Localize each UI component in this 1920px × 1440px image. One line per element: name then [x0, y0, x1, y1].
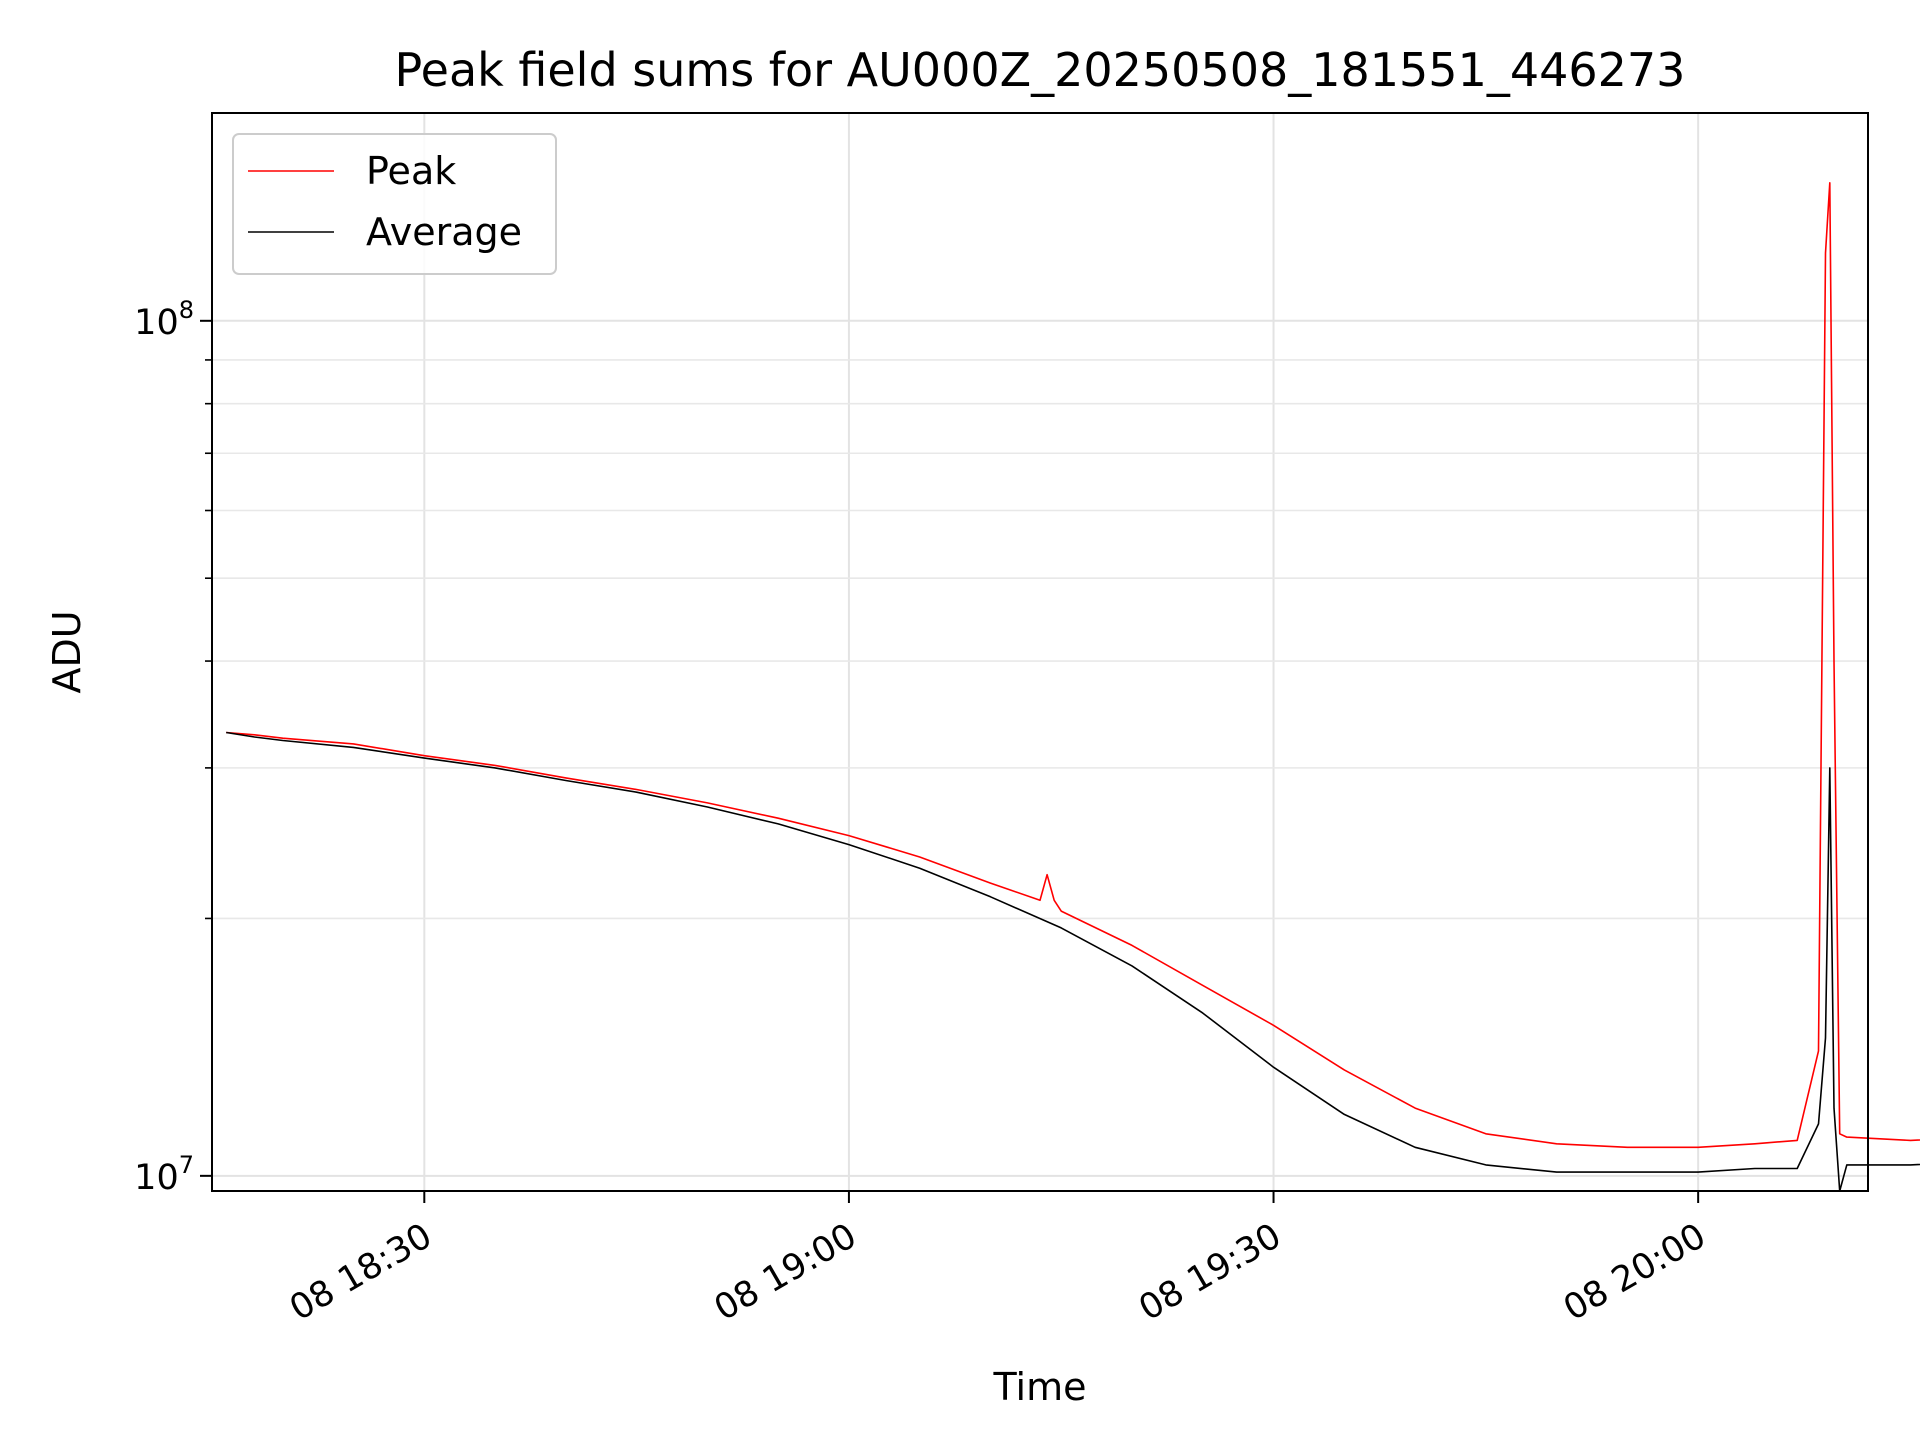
grid: [212, 113, 1868, 1191]
y-tick-label: 108: [134, 296, 194, 343]
plot-frame: [211, 112, 1869, 1192]
chart-title: Peak field sums for AU000Z_20250508_1815…: [395, 43, 1686, 97]
series-average-line: [226, 731, 1920, 1192]
y-axis-label: ADU: [45, 610, 89, 693]
legend: Peak Average: [232, 133, 557, 275]
legend-peak-label: Peak: [366, 149, 456, 193]
plot-lines: [226, 182, 1920, 1192]
y-tick-label: 107: [134, 1151, 194, 1198]
legend-box: [232, 133, 557, 275]
x-axis-label: Time: [993, 1365, 1087, 1409]
legend-average-label: Average: [366, 210, 522, 254]
series-peak-line: [226, 182, 1920, 1149]
